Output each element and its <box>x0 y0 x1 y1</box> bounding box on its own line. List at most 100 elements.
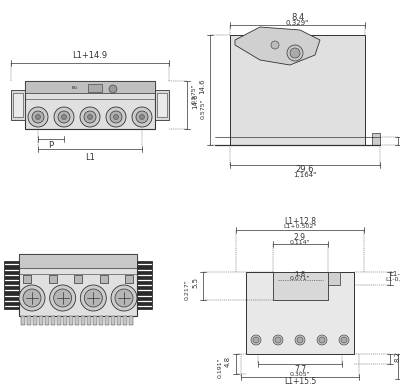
Bar <box>51 316 55 325</box>
Bar <box>21 316 25 325</box>
Bar <box>19 254 137 316</box>
Bar <box>19 254 137 268</box>
Bar <box>93 316 97 325</box>
Circle shape <box>80 285 106 311</box>
Circle shape <box>132 107 152 127</box>
Bar <box>11 90 25 120</box>
Text: 0.071": 0.071" <box>290 276 310 281</box>
Circle shape <box>58 111 70 123</box>
Text: L1+0.502": L1+0.502" <box>283 225 317 230</box>
Bar <box>45 316 49 325</box>
Circle shape <box>136 111 148 123</box>
Bar <box>125 275 133 283</box>
Circle shape <box>140 114 144 119</box>
Circle shape <box>80 107 100 127</box>
Circle shape <box>36 114 40 119</box>
Text: 0.217": 0.217" <box>184 280 190 300</box>
Text: L1-0.075": L1-0.075" <box>385 277 400 282</box>
Text: L1+14.9: L1+14.9 <box>72 51 108 61</box>
Bar <box>63 316 67 325</box>
Bar <box>27 316 31 325</box>
Circle shape <box>251 335 261 345</box>
Text: L1+12.8: L1+12.8 <box>284 217 316 227</box>
Circle shape <box>341 337 347 343</box>
Circle shape <box>106 107 126 127</box>
Circle shape <box>114 114 118 119</box>
Bar <box>75 316 79 325</box>
Text: 2.9: 2.9 <box>294 233 306 243</box>
Polygon shape <box>235 27 320 65</box>
Bar <box>25 81 155 93</box>
Text: 1.164": 1.164" <box>293 172 317 178</box>
Bar <box>13 93 23 117</box>
Circle shape <box>110 111 122 123</box>
Circle shape <box>287 45 303 61</box>
Circle shape <box>295 335 305 345</box>
Bar <box>230 35 365 145</box>
Circle shape <box>23 289 41 307</box>
Text: 0.305": 0.305" <box>290 372 310 377</box>
Bar <box>23 275 31 283</box>
Bar <box>129 316 133 325</box>
Bar <box>81 316 85 325</box>
Bar <box>57 316 61 325</box>
Bar <box>117 316 121 325</box>
Circle shape <box>28 107 48 127</box>
Circle shape <box>84 111 96 123</box>
Circle shape <box>317 335 327 345</box>
Circle shape <box>297 337 303 343</box>
Bar <box>272 272 328 300</box>
Circle shape <box>54 289 72 307</box>
Bar <box>33 316 37 325</box>
Circle shape <box>115 289 133 307</box>
Text: L1: L1 <box>85 154 95 162</box>
Text: 0.575": 0.575" <box>192 84 196 104</box>
Circle shape <box>339 335 349 345</box>
Circle shape <box>271 41 279 49</box>
Text: 4.8: 4.8 <box>225 356 231 367</box>
Bar <box>105 316 109 325</box>
Circle shape <box>253 337 259 343</box>
Circle shape <box>19 285 45 311</box>
Bar <box>25 81 155 129</box>
Bar <box>372 133 380 145</box>
Circle shape <box>84 289 102 307</box>
Bar <box>99 316 103 325</box>
Text: 1.8: 1.8 <box>294 271 306 277</box>
Circle shape <box>290 48 300 58</box>
Text: P: P <box>48 141 54 149</box>
Text: L1+15.5: L1+15.5 <box>284 377 316 384</box>
Bar <box>4 261 19 309</box>
Circle shape <box>50 285 76 311</box>
Text: L1-1.9: L1-1.9 <box>389 270 400 276</box>
Bar <box>100 275 108 283</box>
Text: 8.4: 8.4 <box>291 13 304 23</box>
Text: 14.6: 14.6 <box>192 93 198 109</box>
Bar <box>88 84 102 92</box>
Text: 5.5: 5.5 <box>192 276 198 288</box>
Circle shape <box>273 335 283 345</box>
Bar <box>155 90 169 120</box>
Bar <box>48 275 56 283</box>
Bar <box>111 316 115 325</box>
Circle shape <box>319 337 325 343</box>
Bar <box>123 316 127 325</box>
Bar <box>39 316 43 325</box>
Circle shape <box>32 111 44 123</box>
Bar <box>328 272 340 285</box>
Circle shape <box>109 85 117 93</box>
Bar <box>137 261 152 309</box>
Circle shape <box>111 285 137 311</box>
Circle shape <box>88 114 92 119</box>
Circle shape <box>275 337 281 343</box>
Bar <box>246 272 354 354</box>
Text: 29.6: 29.6 <box>296 164 314 174</box>
Bar <box>87 316 91 325</box>
Circle shape <box>62 114 66 119</box>
Text: 14.6: 14.6 <box>199 78 205 94</box>
Bar <box>74 275 82 283</box>
Text: 8.2: 8.2 <box>395 351 400 362</box>
Text: 0.329": 0.329" <box>286 20 309 26</box>
Text: 7.7: 7.7 <box>294 364 306 374</box>
Text: BG: BG <box>72 86 78 90</box>
